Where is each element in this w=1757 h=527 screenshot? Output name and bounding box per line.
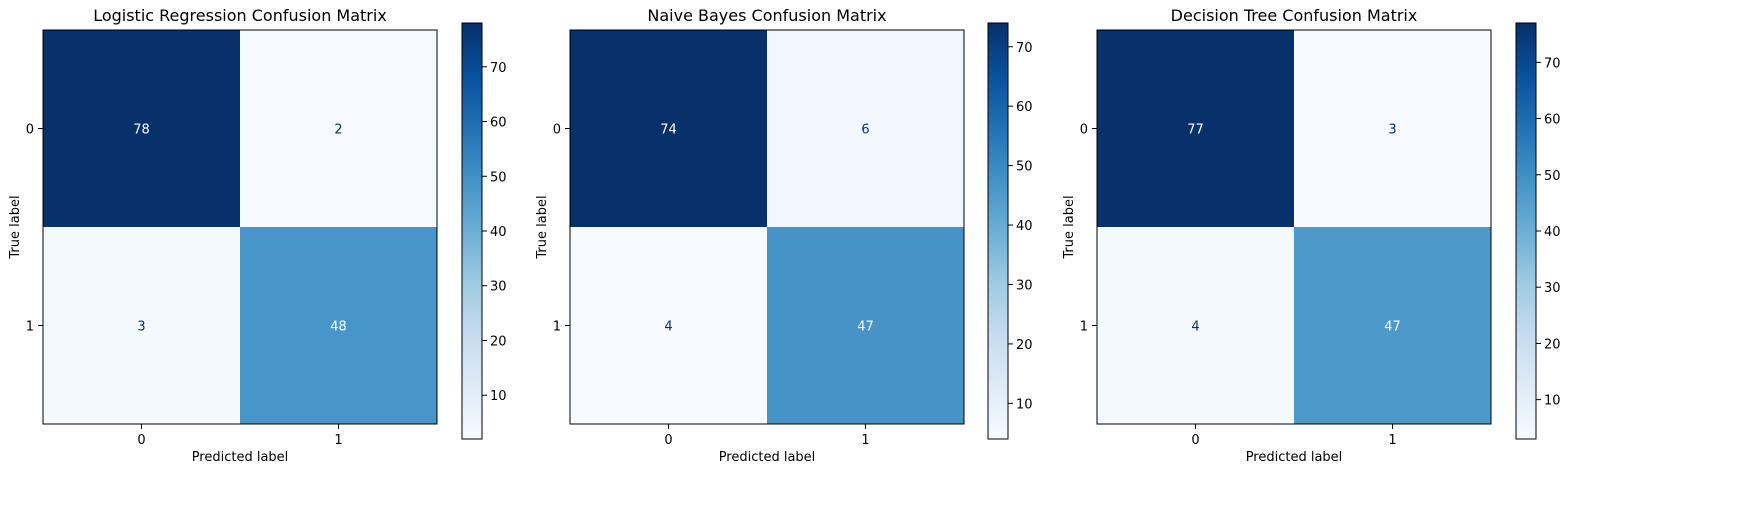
y-axis-label: True label xyxy=(1062,195,1077,259)
matrix-cell xyxy=(1097,227,1294,424)
matrix-cell xyxy=(1097,30,1294,227)
cell-value-label: 6 xyxy=(861,123,869,138)
matrix-cell xyxy=(570,227,767,424)
x-tick-label: 1 xyxy=(334,433,342,448)
cell-value-label: 4 xyxy=(1191,320,1199,335)
matrix-cell xyxy=(240,227,437,424)
chart-title: Naive Bayes Confusion Matrix xyxy=(647,6,886,25)
colorbar-tick-label: 60 xyxy=(1016,100,1033,115)
x-tick-label: 1 xyxy=(1388,433,1396,448)
colorbar-tick-label: 40 xyxy=(1544,225,1561,240)
y-tick-label: 1 xyxy=(553,320,561,335)
axes-frame xyxy=(42,29,438,425)
cell-value-label: 74 xyxy=(660,123,677,138)
colorbar-tick-label: 20 xyxy=(1016,338,1033,353)
matrix-cell xyxy=(570,30,767,227)
y-tick-label: 0 xyxy=(1080,123,1088,138)
cell-value-label: 3 xyxy=(137,320,145,335)
y-tick-label: 1 xyxy=(1080,320,1088,335)
chart-title: Logistic Regression Confusion Matrix xyxy=(93,6,387,25)
colorbar-tick-label: 50 xyxy=(1016,160,1033,175)
cell-value-label: 77 xyxy=(1187,123,1204,138)
x-tick-label: 1 xyxy=(861,433,869,448)
y-tick-label: 0 xyxy=(26,123,34,138)
matrix-cell xyxy=(240,30,437,227)
cell-value-label: 4 xyxy=(664,320,672,335)
matrix-cell xyxy=(767,30,964,227)
colorbar xyxy=(1515,22,1537,440)
colorbar-tick-label: 20 xyxy=(1544,337,1561,352)
cell-value-label: 47 xyxy=(1384,320,1401,335)
cell-value-label: 3 xyxy=(1388,123,1396,138)
chart-title: Decision Tree Confusion Matrix xyxy=(1171,6,1418,25)
y-tick-label: 1 xyxy=(26,320,34,335)
colorbar-tick-label: 50 xyxy=(490,170,507,185)
matrix-cell xyxy=(1294,227,1491,424)
cell-value-label: 78 xyxy=(133,123,150,138)
y-tick-label: 0 xyxy=(553,123,561,138)
x-tick-label: 0 xyxy=(137,433,145,448)
colorbar xyxy=(987,22,1009,440)
colorbar-tick-label: 40 xyxy=(1016,219,1033,234)
x-axis-label: Predicted label xyxy=(719,450,816,465)
colorbar-tick-label: 30 xyxy=(490,280,507,295)
x-tick-label: 0 xyxy=(1191,433,1199,448)
x-axis-label: Predicted label xyxy=(192,450,289,465)
colorbar-tick-label: 10 xyxy=(490,389,507,404)
colorbar-tick-label: 10 xyxy=(1544,394,1561,409)
matrix-cell xyxy=(43,227,240,424)
x-tick-label: 0 xyxy=(664,433,672,448)
matrix-cell xyxy=(1294,30,1491,227)
colorbar-tick-label: 70 xyxy=(1544,56,1561,71)
colorbar-tick-label: 30 xyxy=(1544,281,1561,296)
colorbar-tick-label: 60 xyxy=(1544,113,1561,128)
colorbar xyxy=(461,22,483,440)
cell-value-label: 47 xyxy=(857,320,874,335)
axes-frame xyxy=(569,29,965,425)
y-axis-label: True label xyxy=(8,195,23,259)
y-axis-label: True label xyxy=(535,195,550,259)
colorbar-tick-label: 50 xyxy=(1544,169,1561,184)
matrix-cell xyxy=(43,30,240,227)
x-axis-label: Predicted label xyxy=(1246,450,1343,465)
colorbar-tick-label: 30 xyxy=(1016,278,1033,293)
cell-value-label: 2 xyxy=(334,123,342,138)
matrix-cell xyxy=(767,227,964,424)
axes-frame xyxy=(1096,29,1492,425)
colorbar-tick-label: 20 xyxy=(490,334,507,349)
colorbar-tick-label: 70 xyxy=(490,61,507,76)
confusion-matrix-panel-1: Logistic Regression Confusion Matrix 78 2 3… xyxy=(8,6,507,465)
colorbar-tick-label: 40 xyxy=(490,225,507,240)
cell-value-label: 48 xyxy=(330,320,347,335)
colorbar-tick-label: 70 xyxy=(1016,41,1033,56)
colorbar-tick-label: 60 xyxy=(490,116,507,131)
colorbar-tick-label: 10 xyxy=(1016,397,1033,412)
